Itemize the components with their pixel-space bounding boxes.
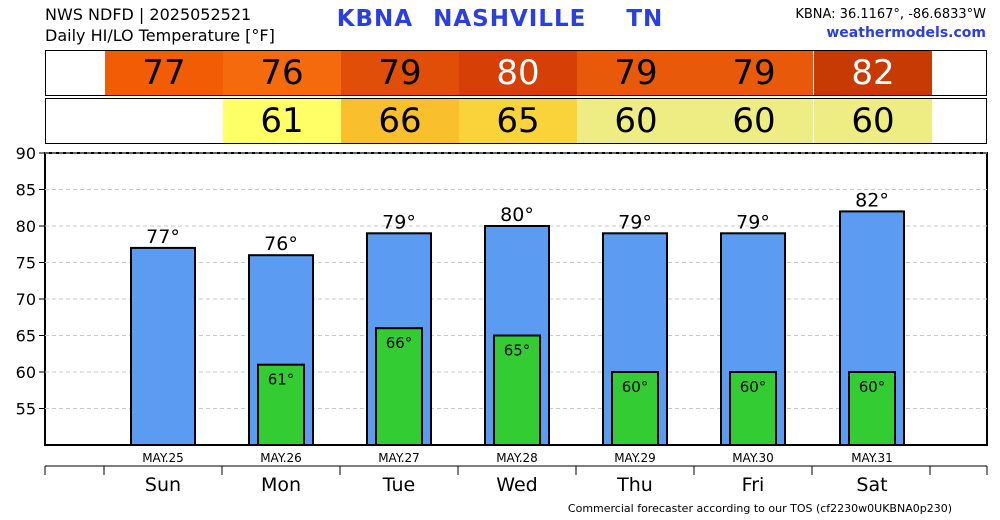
day-label: Mon (261, 474, 301, 496)
lo-temp-cell: 65 (459, 99, 577, 143)
lo-bar (729, 371, 777, 446)
hi-temp-cell: 76 (223, 51, 341, 95)
date-label: MAY.28 (496, 451, 538, 465)
day-label: Sun (145, 474, 181, 496)
hi-data-label: 79° (736, 211, 770, 233)
y-tick-label: 55 (16, 400, 36, 419)
lo-temp-cell: 60 (814, 99, 932, 143)
date-label: MAY.29 (614, 451, 656, 465)
day-label: Thu (616, 474, 653, 496)
hi-temp-cell: 77 (105, 51, 223, 95)
lo-bar (375, 327, 423, 447)
lo-bar (611, 371, 659, 446)
lo-data-label: 60° (859, 378, 886, 396)
lo-data-label: 65° (504, 342, 531, 360)
y-tick-label: 75 (16, 254, 36, 273)
lo-temp-cell: 60 (695, 99, 813, 143)
hi-temp-cell: 79 (695, 51, 813, 95)
lo-temp-cell: 61 (223, 99, 341, 143)
y-tick-label: 60 (16, 363, 36, 382)
header-right: KBNA: 36.1167°, -86.6833°W weathermodels… (795, 5, 986, 43)
lo-data-label: 60° (740, 378, 767, 396)
hi-data-label: 77° (146, 226, 180, 248)
hi-bar (130, 246, 196, 446)
footer-note: Commercial forecaster according to our T… (567, 502, 952, 515)
chart-title: Daily HI/LO Temperature [°F] (45, 26, 275, 45)
day-label: Tue (382, 474, 415, 496)
header-left: NWS NDFD | 2025052521 Daily HI/LO Temper… (45, 4, 275, 46)
date-label: MAY.31 (851, 451, 893, 465)
lo-temp-cell: 66 (341, 99, 459, 143)
hi-data-label: 76° (264, 233, 298, 255)
hi-data-label: 79° (618, 211, 652, 233)
hi-data-label: 79° (382, 211, 416, 233)
lo-temperature-strip: 61 66 65 60 60 60 (45, 98, 987, 144)
date-label: MAY.26 (260, 451, 302, 465)
lo-data-label: 60° (622, 378, 649, 396)
site-link[interactable]: weathermodels.com (826, 25, 986, 41)
date-label: MAY.30 (732, 451, 774, 465)
lo-temp-cell: 60 (577, 99, 695, 143)
day-label: Wed (496, 474, 537, 496)
hi-temp-cell: 80 (459, 51, 577, 95)
product-title: NWS NDFD | 2025052521 (45, 5, 252, 24)
hi-temp-cell: 79 (577, 51, 695, 95)
hi-data-label: 80° (500, 204, 534, 226)
hi-temp-cell: 79 (341, 51, 459, 95)
lo-bar (257, 363, 305, 447)
day-label: Sat (856, 474, 887, 496)
hi-temperature-strip: 77 76 79 80 79 79 82 (45, 50, 987, 96)
y-tick-label: 85 (16, 181, 36, 200)
lo-data-label: 61° (268, 371, 295, 389)
y-tick-label: 65 (16, 327, 36, 346)
hi-data-label: 82° (855, 189, 889, 211)
y-tick-label: 90 (16, 144, 36, 163)
day-label: Fri (742, 474, 765, 496)
date-label: MAY.25 (142, 451, 184, 465)
lo-temp-cell (105, 99, 223, 143)
y-tick-label: 80 (16, 217, 36, 236)
lo-data-label: 66° (386, 334, 413, 352)
date-label: MAY.27 (378, 451, 420, 465)
hi-temp-cell: 82 (814, 51, 932, 95)
station-coords: KBNA: 36.1167°, -86.6833°W (795, 7, 986, 22)
y-tick-label: 70 (16, 290, 36, 309)
